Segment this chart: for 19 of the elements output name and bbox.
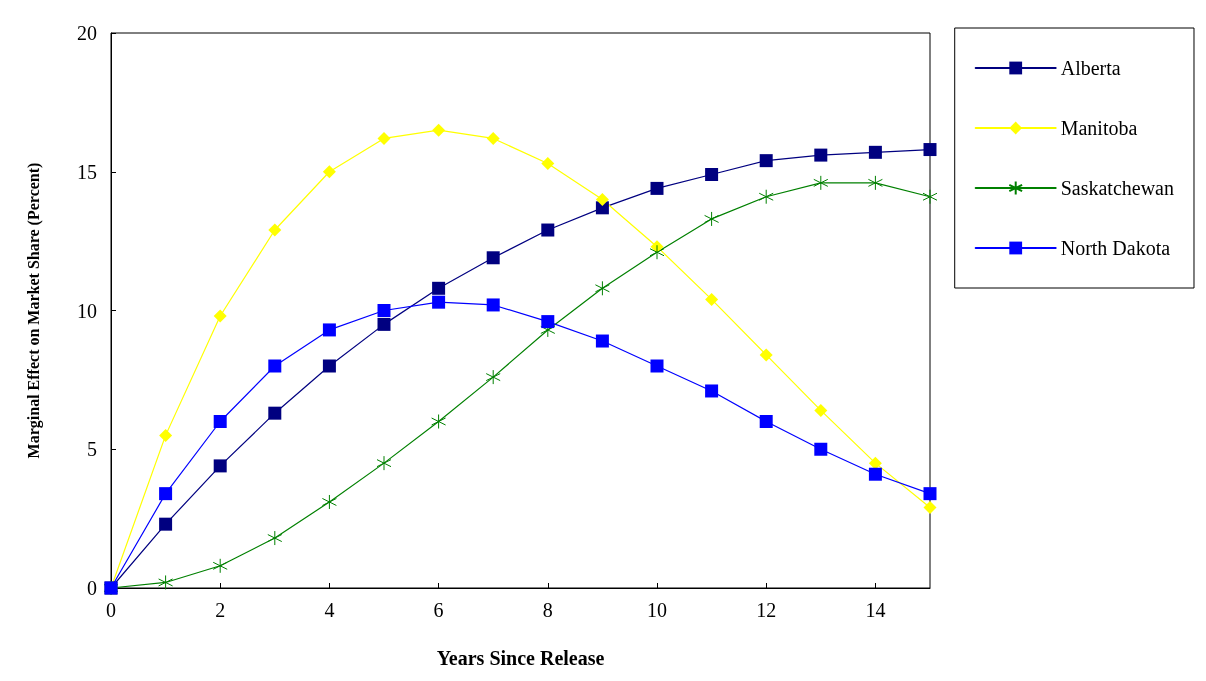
- legend-label: Alberta: [1060, 57, 1121, 79]
- x-tick-label: 6: [433, 599, 444, 621]
- legend-label: Saskatchewan: [1060, 177, 1175, 199]
- legend-label: North Dakota: [1060, 237, 1171, 259]
- y-axis-title: Marginal Effect on Market Share (Percent): [24, 162, 43, 459]
- legend-label: Manitoba: [1060, 117, 1138, 139]
- x-axis-title: Years Since Release: [436, 647, 605, 669]
- x-tick-label: 10: [647, 599, 667, 621]
- x-tick-label: 8: [542, 599, 553, 621]
- x-tick-label: 0: [106, 599, 116, 621]
- x-tick-label: 4: [324, 599, 335, 621]
- y-tick-label: 15: [77, 160, 97, 183]
- y-tick-label: 0: [87, 577, 97, 599]
- x-tick-label: 14: [865, 599, 886, 621]
- y-tick-label: 10: [77, 299, 97, 322]
- x-tick-label: 12: [756, 599, 777, 621]
- y-tick-label: 5: [87, 438, 97, 461]
- y-tick-label: 20: [77, 22, 97, 44]
- x-tick-label: 2: [215, 599, 226, 621]
